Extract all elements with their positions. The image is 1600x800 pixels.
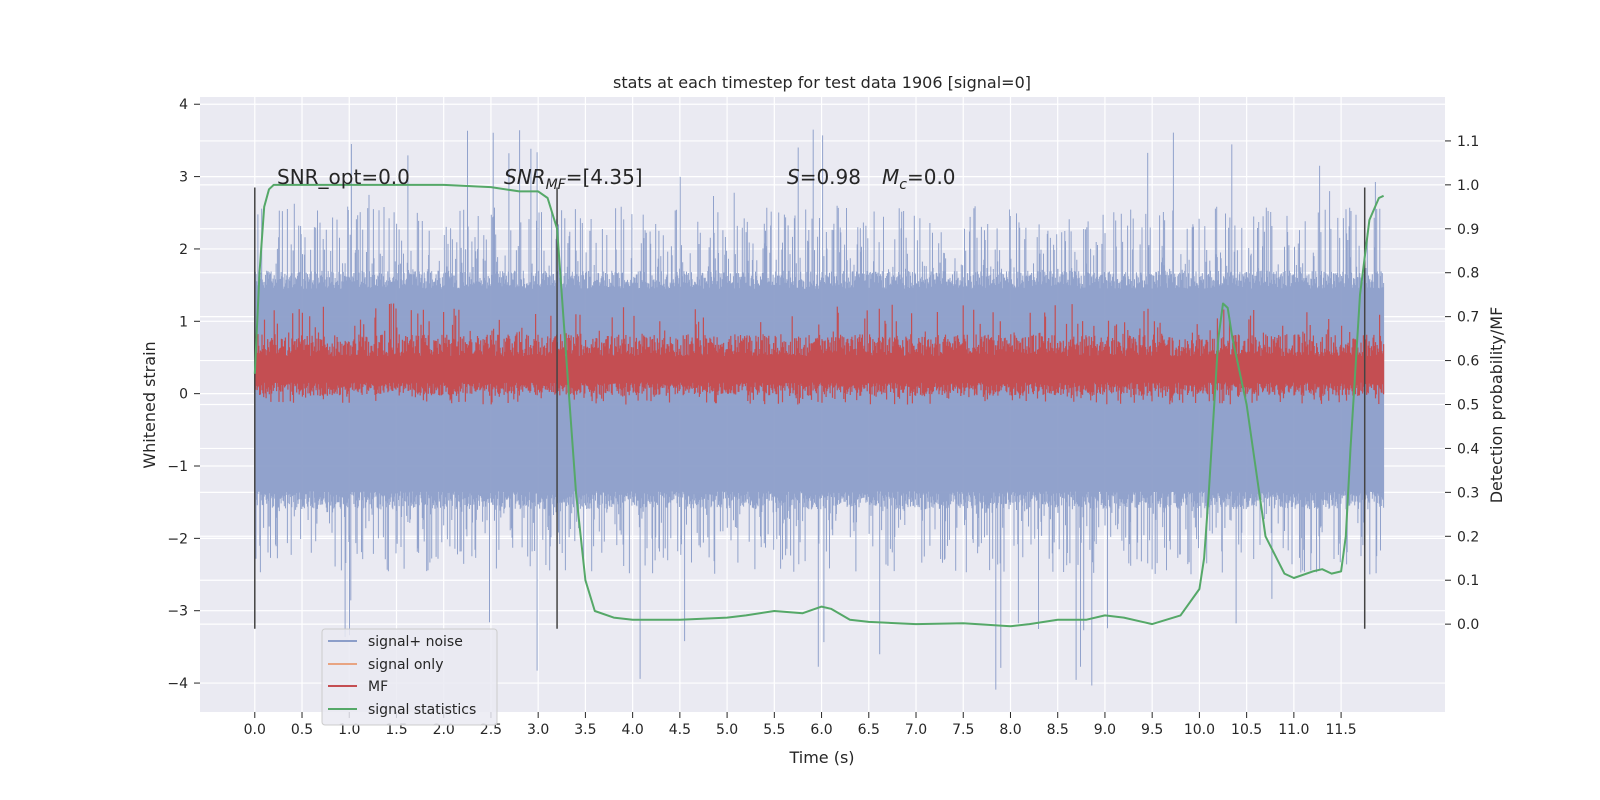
y2-tick-label: 0.0 <box>1457 617 1479 633</box>
x-tick-label: 4.5 <box>669 722 691 738</box>
y2-tick-label: 0.5 <box>1457 398 1479 414</box>
x-tick-label: 3.5 <box>574 722 596 738</box>
y-tick-label: 0 <box>179 387 188 403</box>
annotation-snr-mf: SNRMF=[4.35] <box>504 165 643 193</box>
y2-tick-label: 1.0 <box>1457 178 1479 194</box>
x-tick-label: 9.0 <box>1094 722 1116 738</box>
annotation-mc: Mc=0.0 <box>882 165 956 193</box>
y-tick-label: 3 <box>179 170 188 186</box>
x-tick-label: 6.5 <box>858 722 880 738</box>
annotation-s-stat: S=0.98 <box>787 165 861 189</box>
y-tick-label: 1 <box>179 314 188 330</box>
y-tick-label: 2 <box>179 242 188 258</box>
y-axis-title: Whitened strain <box>140 341 159 468</box>
x-tick-label: 2.0 <box>433 722 455 738</box>
series-signal-statistics <box>253 183 1385 628</box>
x-tick-label: 1.0 <box>338 722 360 738</box>
y-tick-label: −4 <box>167 676 188 692</box>
x-tick-label: 6.0 <box>810 722 832 738</box>
y2-axis-title: Detection probability/MF <box>1487 307 1506 504</box>
y-axis-ticks: −4 −3 −2 −1 0 1 2 3 4 <box>167 97 200 692</box>
legend: signal+ noise signal only MF signal stat… <box>321 628 498 726</box>
x-tick-label: 11.5 <box>1326 722 1357 738</box>
x-tick-label: 2.5 <box>480 722 502 738</box>
legend-label-signal-statistics: signal statistics <box>368 702 476 718</box>
y-tick-label: −2 <box>167 531 188 547</box>
y2-tick-label: 1.1 <box>1457 134 1479 150</box>
x-tick-label: 11.0 <box>1278 722 1309 738</box>
x-tick-label: 5.5 <box>763 722 785 738</box>
x-tick-label: 4.0 <box>621 722 643 738</box>
y2-tick-label: 0.7 <box>1457 310 1479 326</box>
x-tick-label: 5.0 <box>716 722 738 738</box>
legend-label-signal-only: signal only <box>368 657 443 673</box>
y2-tick-label: 0.1 <box>1457 573 1479 589</box>
x-tick-label: 10.0 <box>1184 722 1215 738</box>
x-tick-label: 1.5 <box>385 722 407 738</box>
x-axis-ticks: 0.0 0.5 1.0 1.5 2.0 2.5 3.0 3.5 4.0 4.5 5.0 5.5 6.0 6… <box>244 712 1357 738</box>
x-tick-label: 8.5 <box>1047 722 1069 738</box>
x-tick-label: 0.5 <box>291 722 313 738</box>
legend-label-signal-plus-noise: signal+ noise <box>368 634 463 650</box>
x-tick-label: 7.0 <box>905 722 927 738</box>
y2-tick-label: 0.3 <box>1457 485 1479 501</box>
annotation-snr-opt: SNR_opt=0.0 <box>277 165 410 189</box>
x-axis-title: Time (s) <box>788 748 854 767</box>
x-tick-label: 9.5 <box>1141 722 1163 738</box>
y2-tick-label: 0.6 <box>1457 354 1479 370</box>
y2-tick-label: 0.8 <box>1457 266 1479 282</box>
x-tick-label: 10.5 <box>1231 722 1262 738</box>
x-tick-label: 8.0 <box>999 722 1021 738</box>
y2-axis-ticks: 0.0 0.1 0.2 0.3 0.4 0.5 0.6 0.7 0.8 0.9 1.0 1.1 <box>1445 134 1479 633</box>
legend-box <box>321 628 498 726</box>
x-tick-label: 7.5 <box>952 722 974 738</box>
y-tick-label: 4 <box>179 97 188 113</box>
x-tick-label: 3.0 <box>527 722 549 738</box>
y2-tick-label: 0.2 <box>1457 529 1479 545</box>
chart-title: stats at each timestep for test data 190… <box>613 73 1031 92</box>
y-tick-label: −1 <box>167 459 188 475</box>
y2-tick-label: 0.4 <box>1457 441 1479 457</box>
signal-statistics-line <box>253 183 1385 628</box>
y2-tick-label: 0.9 <box>1457 222 1479 238</box>
legend-label-mf: MF <box>368 679 388 695</box>
y-tick-label: −3 <box>167 604 188 620</box>
x-tick-label: 0.0 <box>244 722 266 738</box>
